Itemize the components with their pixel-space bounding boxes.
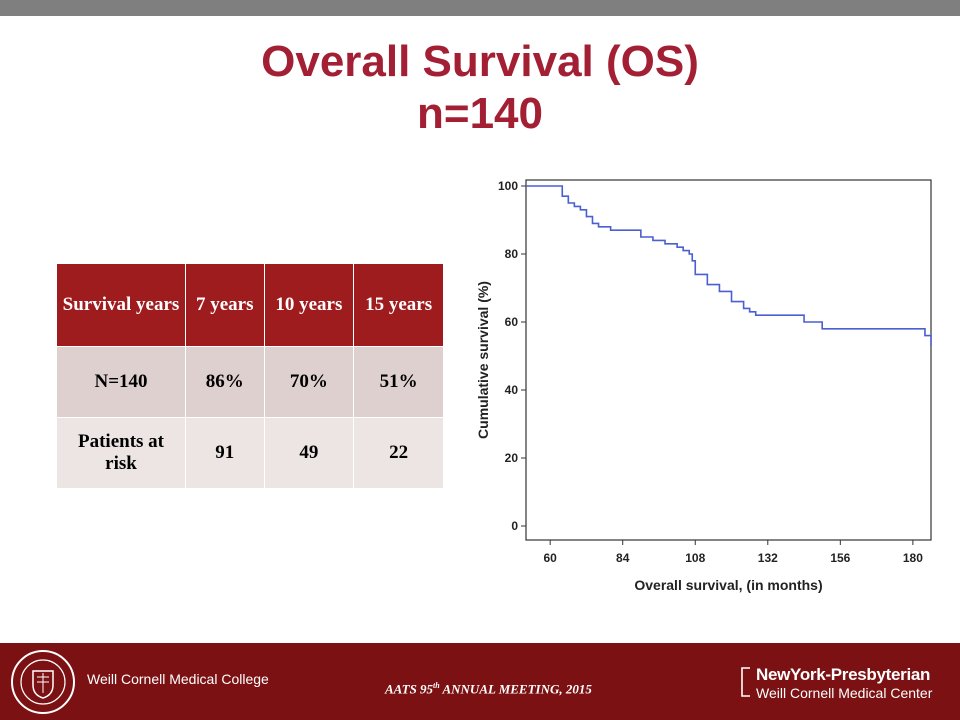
title-line-2: n=140 [417, 89, 543, 138]
y-tick-label: 20 [505, 451, 519, 465]
footer-bar: Weill Cornell Medical College AATS 95th … [0, 643, 960, 720]
table-row: Patients at risk 91 49 22 [56, 417, 444, 489]
survival-curve-chart: 0 20 40 60 80 100 60 84 108 132 156 180 Overall surv… [475, 179, 932, 593]
x-tick-label: 60 [543, 551, 557, 565]
y-tick-label: 0 [511, 519, 518, 533]
survival-curve-line [526, 185, 932, 346]
x-axis-label: Overall survival, (in months) [634, 577, 822, 593]
x-tick-label: 132 [758, 551, 778, 565]
top-bar [0, 0, 960, 16]
university-seal-icon [11, 650, 75, 714]
y-tick-label: 80 [505, 247, 519, 261]
meeting-suffix: ANNUAL MEETING, 2015 [439, 681, 592, 697]
table-cell: N=140 [56, 346, 186, 418]
table-cell: Patients at risk [56, 417, 186, 489]
table-cell: 91 [185, 417, 265, 489]
slide-title: Overall Survival (OS) n=140 [0, 36, 960, 140]
table-row: N=140 86% 70% 51% [56, 346, 444, 418]
hospital-subname: Weill Cornell Medical Center [756, 685, 933, 701]
table-cell: 86% [185, 346, 265, 418]
table-cell: 49 [263, 417, 355, 489]
hospital-name: NewYork-Presbyterian [756, 665, 931, 684]
table-header-row: Survival years 7 years 10 years 15 years [56, 263, 444, 347]
y-tick-label: 40 [505, 383, 519, 397]
table-cell: 70% [263, 346, 355, 418]
plot-frame [525, 179, 932, 541]
header-cell: Survival years [56, 263, 186, 347]
survival-table: Survival years 7 years 10 years 15 years… [56, 263, 444, 489]
table-cell: 22 [353, 417, 444, 489]
college-name: Weill Cornell Medical College [87, 671, 269, 687]
title-line-1: Overall Survival (OS) [261, 37, 699, 86]
header-cell: 10 years [263, 263, 355, 347]
x-tick-label: 180 [903, 551, 923, 565]
meeting-prefix: AATS 95 [385, 681, 434, 697]
x-tick-label: 156 [830, 551, 850, 565]
header-cell: 15 years [353, 263, 444, 347]
bracket-icon [741, 667, 750, 697]
y-tick-label: 60 [505, 315, 519, 329]
table-cell: 51% [353, 346, 444, 418]
x-tick-label: 84 [616, 551, 630, 565]
header-cell: 7 years [185, 263, 265, 347]
y-tick-label: 100 [498, 179, 518, 193]
y-axis-label: Cumulative survival (%) [475, 281, 491, 439]
x-tick-label: 108 [685, 551, 705, 565]
meeting-label: AATS 95th ANNUAL MEETING, 2015 [385, 681, 592, 697]
meeting-sup: th [433, 681, 440, 690]
